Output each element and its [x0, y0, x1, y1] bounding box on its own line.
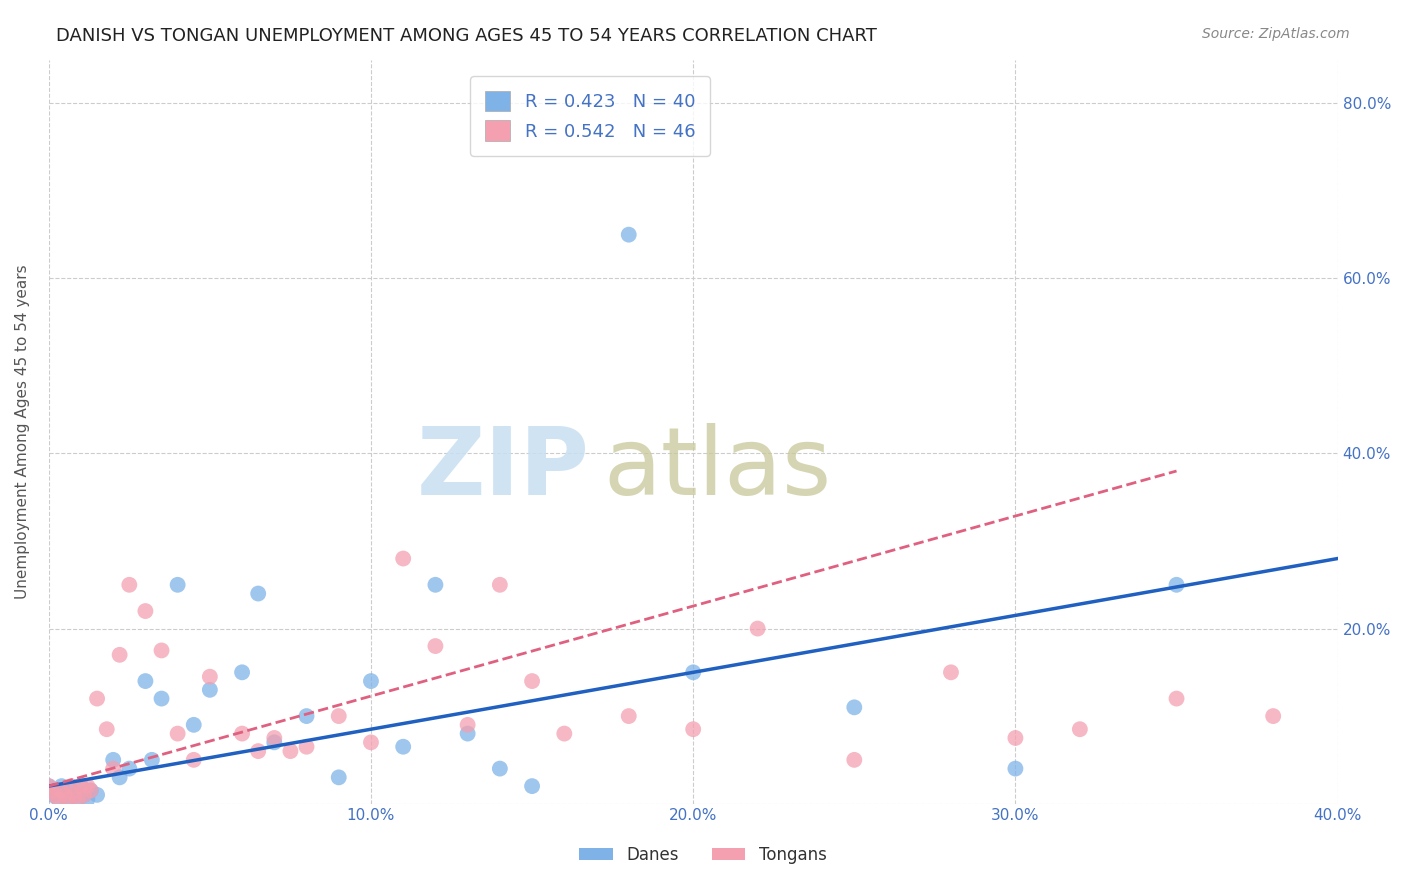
- Point: [134, 604, 156, 618]
- Point: [66, 792, 89, 806]
- Point: [86, 788, 108, 802]
- Point: [520, 674, 543, 689]
- Point: [1263, 709, 1285, 723]
- Point: [63, 788, 86, 802]
- Legend: R = 0.423   N = 40, R = 0.542   N = 46: R = 0.423 N = 40, R = 0.542 N = 46: [471, 76, 710, 156]
- Point: [134, 674, 156, 689]
- Point: [425, 578, 447, 592]
- Point: [1166, 578, 1188, 592]
- Point: [247, 744, 270, 758]
- Point: [231, 665, 253, 680]
- Point: [263, 735, 285, 749]
- Point: [939, 665, 962, 680]
- Point: [198, 670, 221, 684]
- Point: [73, 788, 96, 802]
- Point: [60, 783, 83, 797]
- Point: [56, 792, 79, 806]
- Point: [1004, 731, 1026, 745]
- Point: [48, 792, 70, 806]
- Point: [247, 586, 270, 600]
- Point: [79, 783, 101, 797]
- Point: [520, 779, 543, 793]
- Point: [844, 753, 866, 767]
- Point: [280, 744, 302, 758]
- Point: [682, 723, 704, 737]
- Point: [118, 762, 141, 776]
- Y-axis label: Unemployment Among Ages 45 to 54 years: Unemployment Among Ages 45 to 54 years: [15, 264, 30, 599]
- Point: [76, 792, 98, 806]
- Text: DANISH VS TONGAN UNEMPLOYMENT AMONG AGES 45 TO 54 YEARS CORRELATION CHART: DANISH VS TONGAN UNEMPLOYMENT AMONG AGES…: [56, 27, 877, 45]
- Point: [457, 718, 479, 732]
- Point: [263, 731, 285, 745]
- Point: [48, 792, 70, 806]
- Point: [617, 227, 640, 242]
- Point: [682, 665, 704, 680]
- Point: [360, 674, 382, 689]
- Point: [1004, 762, 1026, 776]
- Point: [60, 779, 83, 793]
- Point: [457, 726, 479, 740]
- Point: [489, 762, 512, 776]
- Point: [183, 718, 205, 732]
- Text: Source: ZipAtlas.com: Source: ZipAtlas.com: [1202, 27, 1350, 41]
- Point: [63, 788, 86, 802]
- Point: [44, 783, 66, 797]
- Point: [56, 792, 79, 806]
- Point: [392, 551, 415, 566]
- Point: [76, 779, 98, 793]
- Legend: Danes, Tongans: Danes, Tongans: [572, 839, 834, 871]
- Point: [73, 788, 96, 802]
- Point: [166, 726, 188, 740]
- Point: [41, 788, 63, 802]
- Point: [183, 753, 205, 767]
- Point: [295, 709, 318, 723]
- Point: [844, 700, 866, 714]
- Point: [328, 709, 350, 723]
- Point: [747, 622, 769, 636]
- Point: [392, 739, 415, 754]
- Point: [86, 691, 108, 706]
- Point: [53, 788, 76, 802]
- Point: [44, 788, 66, 802]
- Point: [51, 779, 73, 793]
- Text: atlas: atlas: [603, 423, 831, 515]
- Point: [41, 783, 63, 797]
- Point: [141, 753, 163, 767]
- Point: [1166, 691, 1188, 706]
- Point: [96, 723, 118, 737]
- Point: [1069, 723, 1091, 737]
- Point: [489, 578, 512, 592]
- Point: [51, 783, 73, 797]
- Point: [118, 578, 141, 592]
- Point: [150, 643, 173, 657]
- Point: [166, 578, 188, 592]
- Point: [38, 779, 60, 793]
- Point: [53, 788, 76, 802]
- Point: [360, 735, 382, 749]
- Point: [198, 682, 221, 697]
- Point: [328, 770, 350, 784]
- Point: [231, 726, 253, 740]
- Point: [103, 753, 125, 767]
- Point: [70, 779, 93, 793]
- Point: [108, 770, 131, 784]
- Point: [66, 792, 89, 806]
- Point: [150, 691, 173, 706]
- Point: [425, 639, 447, 653]
- Point: [553, 726, 575, 740]
- Point: [295, 739, 318, 754]
- Point: [103, 762, 125, 776]
- Point: [70, 779, 93, 793]
- Point: [79, 783, 101, 797]
- Point: [38, 779, 60, 793]
- Point: [617, 709, 640, 723]
- Point: [108, 648, 131, 662]
- Text: ZIP: ZIP: [418, 423, 591, 515]
